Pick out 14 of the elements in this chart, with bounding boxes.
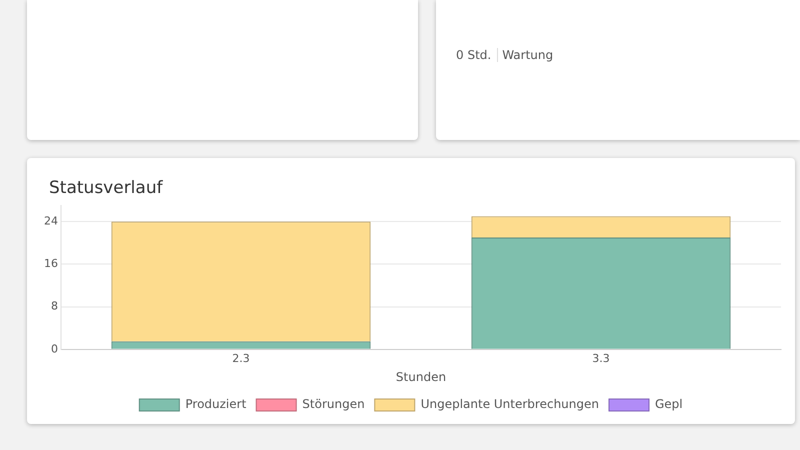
- legend-label: Störungen: [302, 397, 365, 412]
- y-tick-label: 24: [44, 214, 58, 228]
- y-tick-label: 8: [50, 300, 58, 313]
- x-tick-label: 3.3: [592, 352, 610, 365]
- legend-label: Gepl: [655, 397, 683, 412]
- legend-label: Ungeplante Unterbrechungen: [420, 397, 600, 412]
- x-axis-title: Stunden: [396, 370, 446, 384]
- text: 0 Std.: [455, 48, 492, 62]
- chart-title: Statusverlauf: [49, 178, 163, 198]
- x-tick-label: 2.3: [232, 352, 250, 365]
- text: Wartung: [497, 48, 558, 62]
- legend-label: Produziert: [185, 397, 247, 412]
- y-tick-label: 0: [50, 342, 58, 356]
- y-tick-label: 16: [44, 257, 58, 270]
